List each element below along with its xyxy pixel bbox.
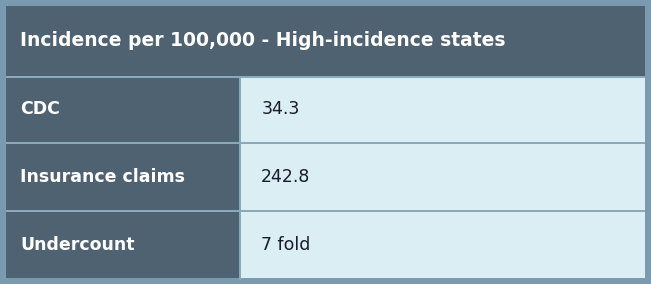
Bar	[242, 212, 645, 278]
Bar	[6, 76, 239, 142]
Bar	[6, 144, 239, 210]
Bar	[239, 76, 242, 280]
Bar	[6, 210, 645, 212]
Text: Incidence per 100,000 - High-incidence states: Incidence per 100,000 - High-incidence s…	[20, 32, 505, 51]
Bar	[242, 144, 645, 210]
Text: 7 fold: 7 fold	[261, 236, 311, 254]
Text: Undercount: Undercount	[20, 236, 135, 254]
Bar	[242, 76, 645, 142]
Text: Insurance claims: Insurance claims	[20, 168, 185, 186]
Bar	[6, 142, 645, 144]
Bar	[6, 76, 645, 78]
Text: CDC: CDC	[20, 100, 60, 118]
Bar	[6, 6, 645, 76]
Text: 34.3: 34.3	[261, 100, 299, 118]
Bar	[6, 212, 239, 278]
Text: 242.8: 242.8	[261, 168, 311, 186]
